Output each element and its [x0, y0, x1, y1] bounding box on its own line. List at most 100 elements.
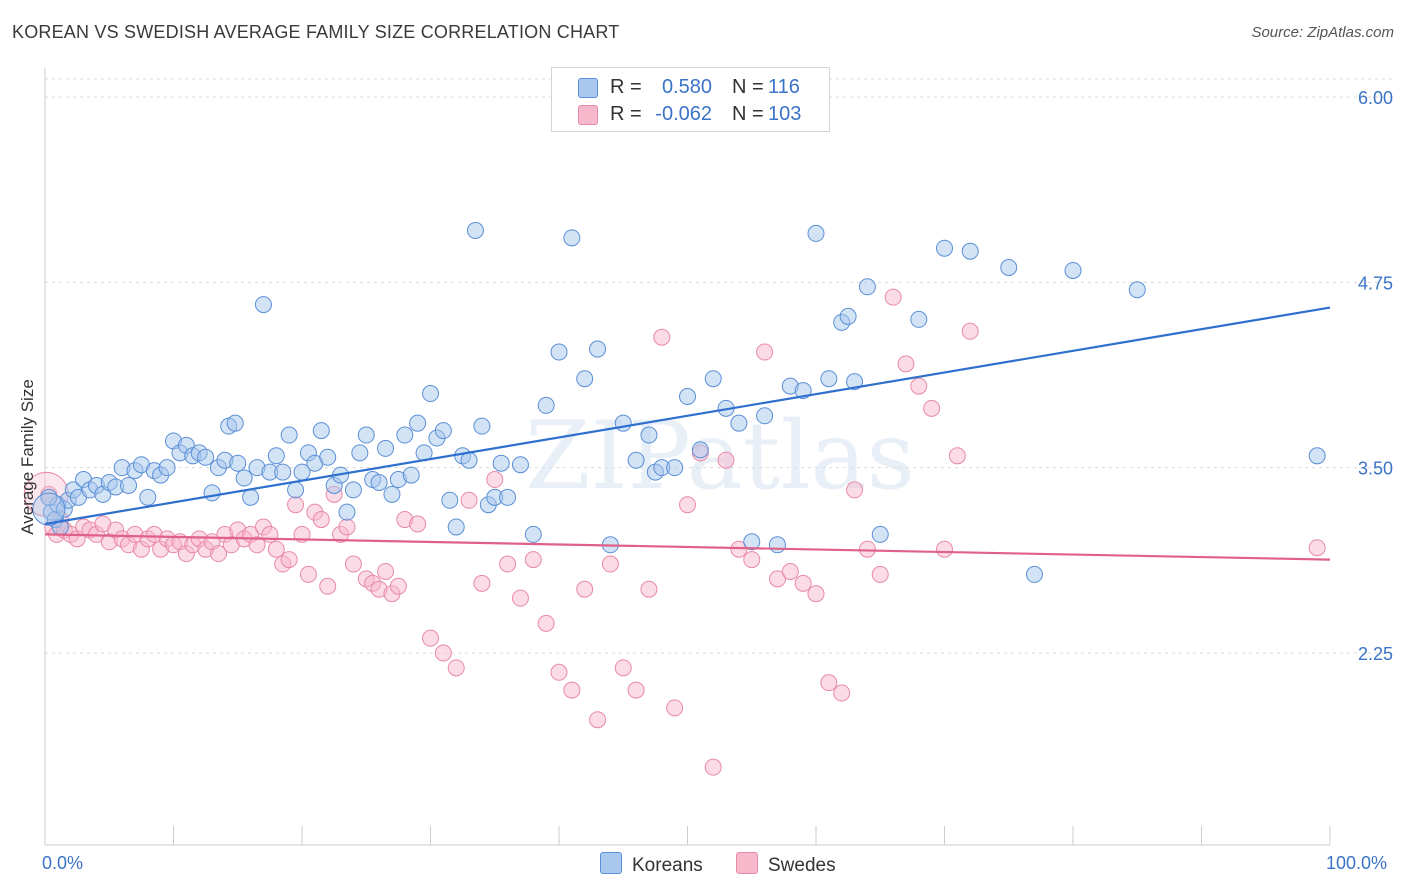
- chart-title: KOREAN VS SWEDISH AVERAGE FAMILY SIZE CO…: [12, 22, 620, 42]
- y-tick-label: 4.75: [1358, 273, 1393, 293]
- y-tick-label: 2.25: [1358, 644, 1393, 664]
- data-point: [781, 562, 799, 580]
- data-point: [280, 426, 298, 444]
- data-point: [833, 684, 851, 702]
- n-label: N =: [732, 103, 764, 125]
- data-point: [858, 278, 876, 296]
- data-point: [884, 288, 902, 306]
- data-point: [460, 451, 478, 469]
- data-point: [473, 417, 491, 435]
- data-point: [576, 580, 594, 598]
- koreans-legend-swatch: [600, 852, 622, 874]
- data-point: [576, 370, 594, 388]
- data-point: [377, 439, 395, 457]
- data-point: [704, 370, 722, 388]
- data-point: [447, 518, 465, 536]
- data-point: [910, 310, 928, 328]
- data-point: [197, 448, 215, 466]
- y-axis-label: Average Family Size: [18, 379, 37, 535]
- data-point: [319, 577, 337, 595]
- swedes-n-value: 103: [768, 103, 802, 125]
- data-point: [338, 518, 356, 536]
- y-tick-labels: 2.25 3.50 4.75 6.00: [1358, 88, 1393, 664]
- data-point: [524, 525, 542, 543]
- data-point: [357, 426, 375, 444]
- data-point: [846, 481, 864, 499]
- data-point: [1308, 539, 1326, 557]
- data-point: [820, 370, 838, 388]
- legend-row-swedes: R = -0.062 N = 103: [552, 103, 829, 129]
- data-point: [1128, 281, 1146, 299]
- r-label: R =: [610, 76, 642, 98]
- y-tick-label: 3.50: [1358, 459, 1393, 479]
- data-point: [287, 481, 305, 499]
- data-point: [434, 422, 452, 440]
- data-point: [466, 221, 484, 239]
- data-point: [499, 555, 517, 573]
- swedes-r-value: -0.062: [655, 103, 712, 125]
- bottom-legend-swedes: Swedes: [736, 852, 836, 877]
- data-point: [280, 551, 298, 569]
- data-point: [563, 681, 581, 699]
- data-point: [338, 503, 356, 521]
- data-point: [492, 454, 510, 472]
- data-point: [422, 629, 439, 647]
- data-point: [248, 536, 266, 554]
- r-label: R =: [610, 103, 642, 125]
- data-point: [383, 485, 401, 503]
- x-axis-min-label: 0.0%: [42, 853, 84, 873]
- data-point: [370, 473, 388, 491]
- grid-lines: [45, 78, 1395, 654]
- data-point: [158, 459, 176, 477]
- data-point: [807, 585, 825, 603]
- data-point: [120, 476, 138, 494]
- data-point: [299, 565, 317, 583]
- data-point: [409, 515, 427, 533]
- data-point: [589, 340, 607, 358]
- data-point: [209, 545, 227, 563]
- data-point: [691, 441, 709, 459]
- data-point: [274, 463, 292, 481]
- data-point: [344, 555, 362, 573]
- data-point: [319, 448, 337, 466]
- data-point: [640, 580, 658, 598]
- data-point: [524, 551, 542, 569]
- data-point: [441, 491, 459, 509]
- swedes-swatch: [578, 105, 598, 125]
- data-point: [704, 758, 722, 776]
- koreans-trend-line: [44, 306, 1331, 526]
- data-point: [563, 229, 581, 247]
- swedes-series: [23, 288, 1326, 776]
- data-point: [768, 570, 786, 588]
- data-point: [537, 396, 555, 414]
- data-point: [139, 488, 157, 506]
- x-axis-max-label: 100.0%: [1326, 853, 1388, 873]
- data-point: [666, 459, 684, 477]
- data-point: [226, 414, 244, 432]
- swedes-legend-label: Swedes: [768, 855, 836, 876]
- data-point: [550, 663, 568, 681]
- swedes-legend-swatch: [736, 852, 758, 874]
- source-note: Source: ZipAtlas.com: [1251, 24, 1394, 41]
- stats-legend: R = 0.580 N = 116 R = -0.062 N = 103: [551, 67, 830, 132]
- data-point: [730, 414, 748, 432]
- data-point: [910, 377, 928, 395]
- data-point: [948, 447, 966, 465]
- legend-row-koreans: R = 0.580 N = 116: [552, 76, 829, 102]
- koreans-legend-label: Koreans: [632, 855, 703, 876]
- data-point: [743, 533, 761, 551]
- data-point: [267, 447, 285, 465]
- data-point: [511, 456, 529, 474]
- koreans-swatch: [578, 78, 598, 98]
- data-point: [267, 540, 285, 558]
- data-point: [679, 387, 696, 405]
- data-point: [923, 399, 941, 417]
- data-point: [627, 681, 645, 699]
- data-point: [396, 426, 414, 444]
- data-point: [312, 511, 330, 529]
- data-point: [499, 488, 517, 506]
- trend-lines: [44, 306, 1331, 561]
- data-point: [794, 574, 812, 592]
- data-point: [839, 307, 857, 325]
